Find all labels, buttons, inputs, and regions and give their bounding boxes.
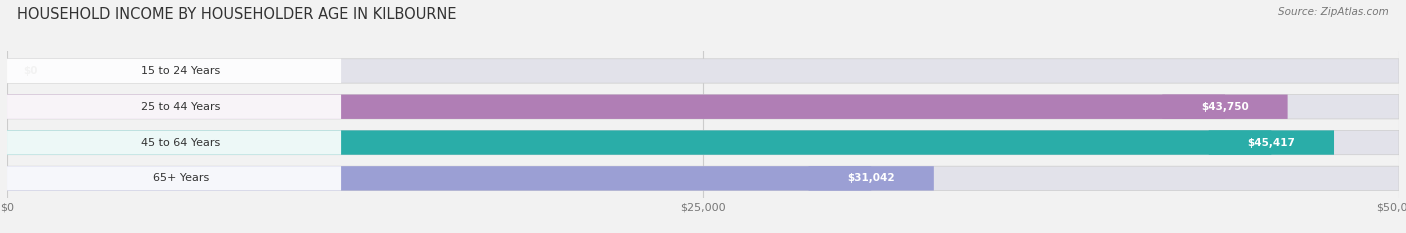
FancyBboxPatch shape bbox=[7, 59, 1399, 83]
Text: 65+ Years: 65+ Years bbox=[153, 173, 209, 183]
FancyBboxPatch shape bbox=[808, 166, 934, 191]
Text: 15 to 24 Years: 15 to 24 Years bbox=[141, 66, 221, 76]
Text: 25 to 44 Years: 25 to 44 Years bbox=[141, 102, 221, 112]
Text: $0: $0 bbox=[24, 66, 38, 76]
FancyBboxPatch shape bbox=[7, 95, 342, 119]
Text: $43,750: $43,750 bbox=[1201, 102, 1249, 112]
FancyBboxPatch shape bbox=[7, 166, 342, 191]
FancyBboxPatch shape bbox=[7, 59, 342, 83]
Text: $45,417: $45,417 bbox=[1247, 137, 1295, 147]
Text: Source: ZipAtlas.com: Source: ZipAtlas.com bbox=[1278, 7, 1389, 17]
Text: $31,042: $31,042 bbox=[848, 173, 896, 183]
FancyBboxPatch shape bbox=[1163, 95, 1288, 119]
Text: 45 to 64 Years: 45 to 64 Years bbox=[141, 137, 221, 147]
FancyBboxPatch shape bbox=[7, 95, 1225, 119]
FancyBboxPatch shape bbox=[7, 166, 1399, 191]
FancyBboxPatch shape bbox=[7, 130, 1399, 155]
FancyBboxPatch shape bbox=[7, 130, 342, 155]
FancyBboxPatch shape bbox=[7, 130, 1271, 155]
FancyBboxPatch shape bbox=[1209, 130, 1334, 155]
FancyBboxPatch shape bbox=[7, 95, 1399, 119]
FancyBboxPatch shape bbox=[7, 166, 872, 191]
Text: HOUSEHOLD INCOME BY HOUSEHOLDER AGE IN KILBOURNE: HOUSEHOLD INCOME BY HOUSEHOLDER AGE IN K… bbox=[17, 7, 457, 22]
